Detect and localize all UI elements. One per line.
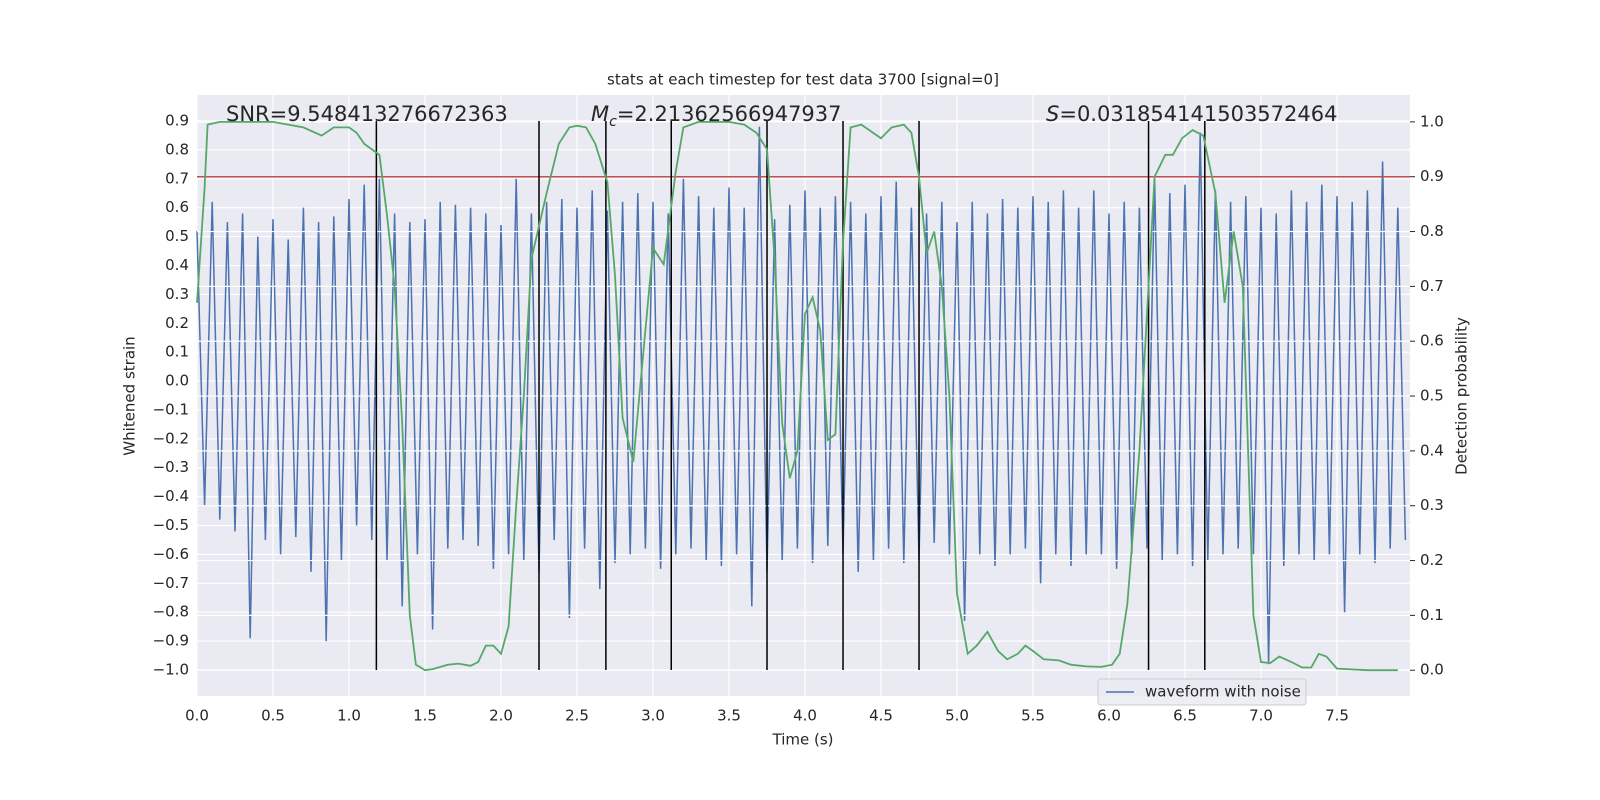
x-tick-label: 1.0 [337,707,361,725]
y-tick-label: 0.7 [165,169,189,187]
y2-tick-label: 0.9 [1420,167,1444,185]
legend-label: waveform with noise [1145,683,1301,701]
annotation: S=0.031854141503572464 [1046,102,1337,126]
legend: waveform with noise [1097,678,1307,706]
y-tick-label: −0.5 [153,516,189,534]
y-axis-label: Whitened strain [121,336,139,455]
legend-box [1097,678,1307,706]
y2-tick-label: 0.4 [1420,441,1444,459]
y-tick-label: −0.1 [153,400,189,418]
y2-tick-label: 0.0 [1420,661,1444,679]
y-tick-label: −0.4 [153,487,189,505]
y-tick-label: −0.6 [153,545,189,563]
annotation-symbol: S [1046,102,1059,126]
y-tick-label: 0.9 [165,112,189,130]
y2-axis-label: Detection probability [1453,317,1471,475]
x-tick-label: 7.5 [1325,707,1349,725]
y2-tick-label: 0.2 [1420,551,1444,569]
x-tick-label: 7.0 [1249,707,1273,725]
x-tick-label: 2.5 [565,707,589,725]
y2-tick-label: 1.0 [1420,112,1444,130]
y2-tick-label: 0.6 [1420,332,1444,350]
y-tick-label: 0.5 [165,227,189,245]
x-tick-label: 3.0 [641,707,665,725]
x-tick-label: 6.0 [1097,707,1121,725]
x-tick-label: 0.5 [261,707,285,725]
probability-line [196,121,1398,672]
y2-tick-label: 0.5 [1420,387,1444,405]
x-tick-label: 5.0 [945,707,969,725]
annotation-text: =0.031854141503572464 [1059,102,1337,126]
y-tick-label: −0.3 [153,458,189,476]
y-tick-label: −0.7 [153,574,189,592]
annotation-text: SNR=9.548413276672363 [226,102,508,126]
y-tick-label: 0.1 [165,343,189,361]
y2-tick-label: 0.3 [1420,496,1444,514]
annotation-symbol: M [591,102,609,126]
y-tick-label: 0.3 [165,285,189,303]
annotation-text: =2.21362566947937 [617,102,842,126]
x-tick-label: 3.5 [717,707,741,725]
x-tick-label: 2.0 [489,707,513,725]
y-tick-label: 0.6 [165,198,189,216]
x-tick-label: 4.0 [793,707,817,725]
y-tick-label: 0.0 [165,372,189,390]
y-tick-label: 0.4 [165,256,189,274]
y-tick-label: −1.0 [153,660,189,678]
x-tick-label: 5.5 [1021,707,1045,725]
annotation: SNR=9.548413276672363 [226,102,508,126]
x-tick-label: 1.5 [413,707,437,725]
x-tick-label: 4.5 [869,707,893,725]
annotation-subscript: c [609,114,617,130]
y-tick-label: −0.9 [153,632,189,650]
y2-tick-label: 0.1 [1420,606,1444,624]
x-tick-label: 0.0 [185,707,209,725]
y-tick-label: 0.8 [165,140,189,158]
y2-tick-label: 0.7 [1420,277,1444,295]
annotation: Mc=2.21362566947937 [591,102,842,130]
y-tick-label: −0.8 [153,603,189,621]
y-tick-label: 0.2 [165,314,189,332]
chart-title: stats at each timestep for test data 370… [607,71,999,89]
y-tick-label: −0.2 [153,429,189,447]
x-tick-label: 6.5 [1173,707,1197,725]
x-axis-label: Time (s) [772,731,834,749]
y2-tick-label: 0.8 [1420,222,1444,240]
